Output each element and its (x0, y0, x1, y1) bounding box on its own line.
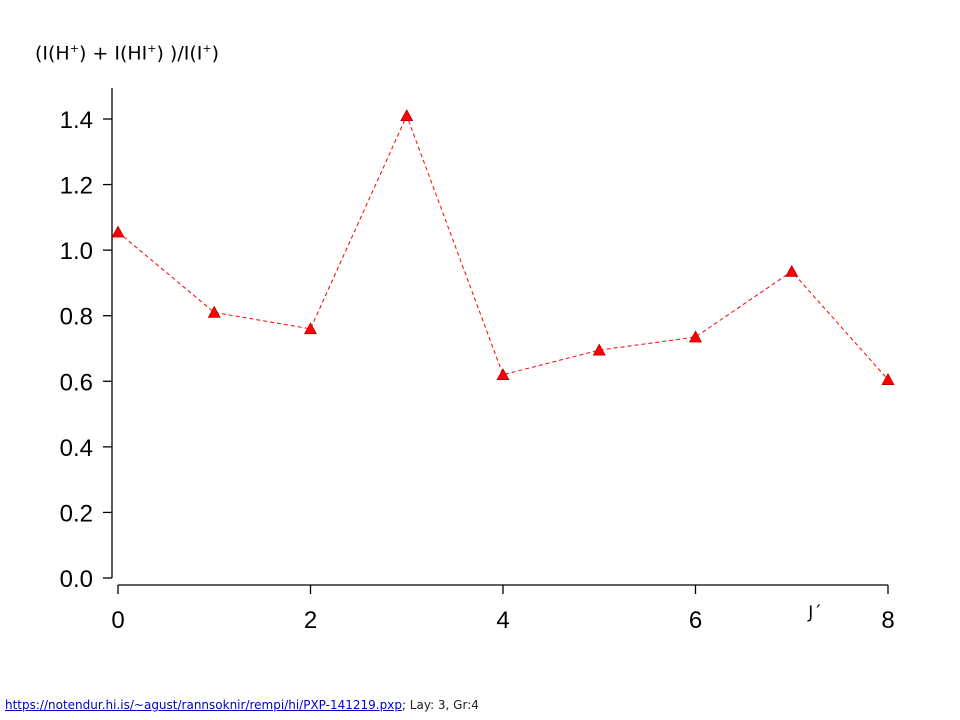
x-tick-label: 4 (496, 607, 509, 634)
y-tick-label: 1.4 (60, 107, 93, 134)
title-sup: + (202, 42, 212, 55)
x-tick-label: 2 (304, 607, 317, 634)
y-tick-label: 0.8 (60, 304, 93, 331)
x-axis-label: J´ (807, 603, 822, 623)
data-point-marker (207, 305, 221, 318)
data-point-marker (881, 373, 895, 385)
title-sup: + (69, 42, 79, 55)
data-point-marker (688, 330, 703, 343)
y-tick-label: 1.0 (60, 238, 93, 265)
data-point-marker (111, 225, 125, 238)
title-part: ) )/I(I (156, 42, 203, 65)
title-part: ) (211, 42, 220, 65)
x-tick-label: 6 (689, 607, 702, 634)
data-point-marker (496, 368, 510, 381)
data-point-marker (785, 264, 799, 277)
data-point-marker (400, 109, 414, 122)
data-point-marker (303, 322, 318, 335)
title-part: (I(H (35, 42, 70, 65)
data-point-marker (592, 343, 606, 356)
chart-title: (I(H+) + I(HI+) )/I(I+) (35, 42, 219, 64)
axes: 0.0 0.2 0.4 0.6 0.8 1.0 1.2 1.4 0 2 4 6 8 (60, 88, 895, 634)
y-tick-label: 1.2 (60, 173, 93, 200)
footer-note: ; Lay: 3, Gr:4 (401, 698, 479, 712)
y-tick-label: 0.0 (60, 566, 93, 593)
series-line (117, 114, 889, 380)
source-link[interactable]: https://notendur.hi.is/~agust/rannsoknir… (5, 698, 402, 712)
y-tick-label: 0.4 (60, 435, 93, 462)
title-part: ) + I(HI (78, 42, 148, 65)
footer: https://notendur.hi.is/~agust/rannsoknir… (5, 698, 479, 712)
y-tick-label: 0.6 (60, 369, 93, 396)
series-layer (111, 109, 895, 385)
x-tick-label: 0 (111, 607, 124, 634)
y-tick-label: 0.2 (60, 500, 93, 527)
title-sup: + (147, 42, 157, 55)
x-tick-label: 8 (881, 607, 894, 634)
